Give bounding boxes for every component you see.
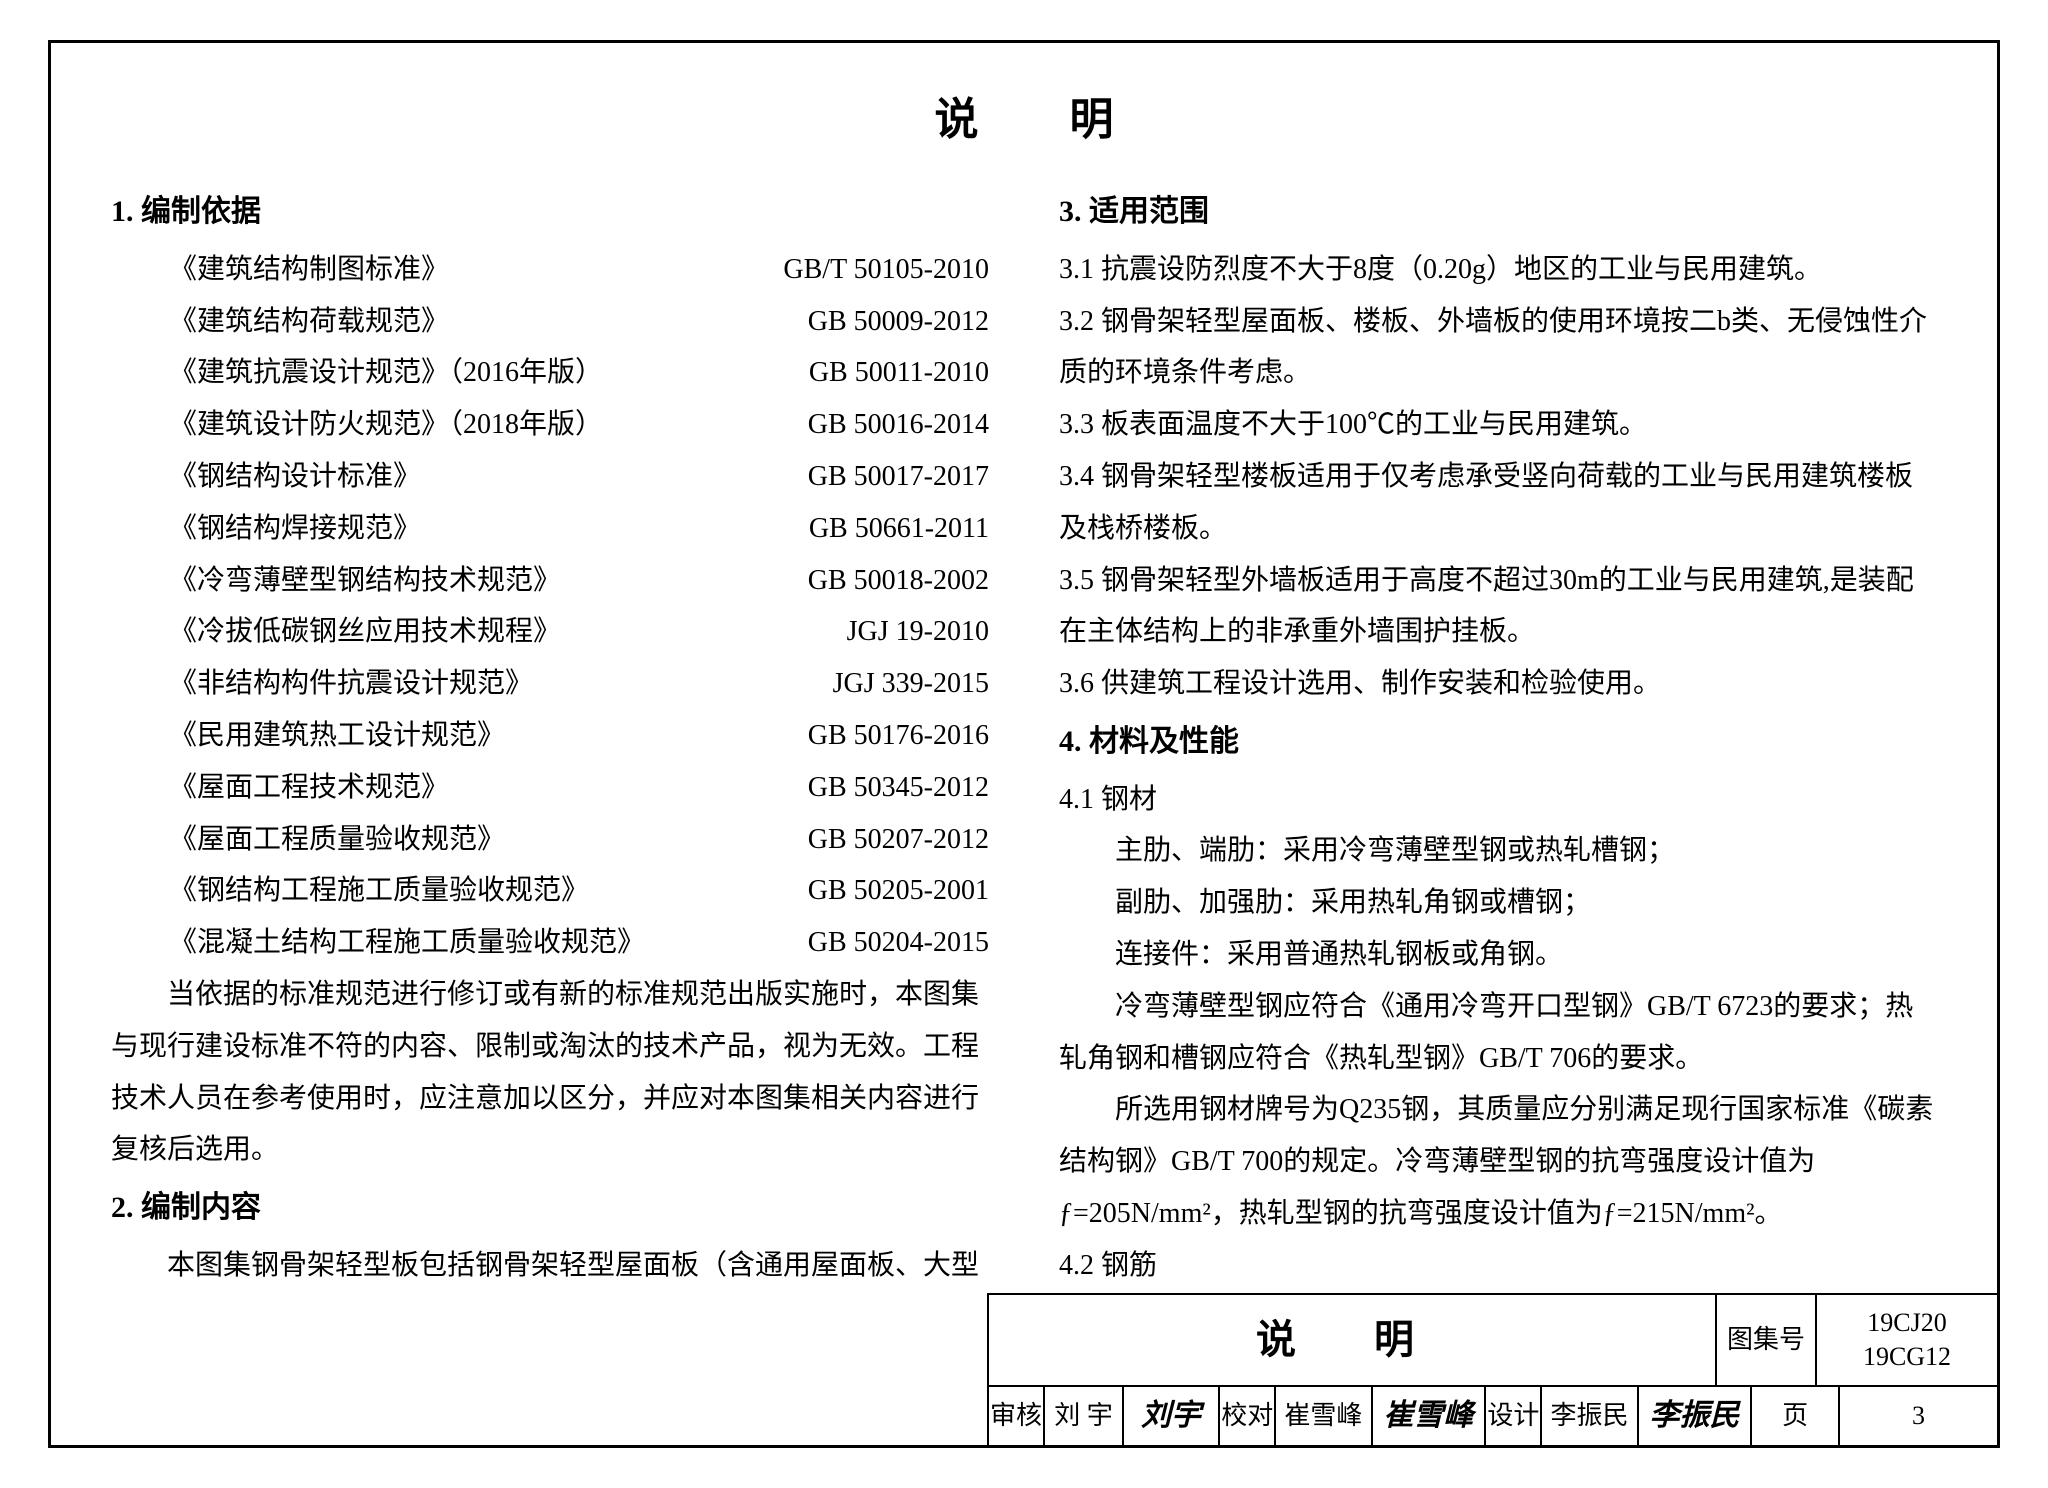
- std-name: 《屋面工程质量验收规范》: [169, 814, 505, 866]
- std-code: GB 50018-2002: [808, 555, 989, 607]
- tb-校对-name: 崔雪峰: [1276, 1387, 1372, 1445]
- s41-line: 副肋、加强肋：采用热轧角钢或槽钢；: [1115, 877, 1937, 929]
- s3-item: 3.2 钢骨架轻型屋面板、楼板、外墙板的使用环境按二b类、无侵蚀性介质的环境条件…: [1059, 296, 1937, 400]
- std-code: GB 50204-2015: [808, 917, 989, 969]
- std-row: 《钢结构设计标准》 GB 50017-2017: [169, 451, 989, 503]
- std-code: GB 50016-2014: [808, 399, 989, 451]
- section-42-head: 4.2 钢筋: [1059, 1240, 1937, 1287]
- section-1-para: 当依据的标准规范进行修订或有新的标准规范出版实施时，本图集与现行建设标准不符的内…: [111, 969, 989, 1176]
- section-1-head: 1. 编制依据: [111, 184, 989, 240]
- standards-list: 《建筑结构制图标准》 GB/T 50105-2010 《建筑结构荷载规范》 GB 5…: [169, 244, 989, 969]
- std-name: 《建筑抗震设计规范》（2016年版）: [169, 347, 603, 399]
- section-4-head: 4. 材料及性能: [1059, 714, 1937, 770]
- section-2-para: 本图集钢骨架轻型板包括钢骨架轻型屋面板（含通用屋面板、大型屋面板、网架板、天沟板…: [111, 1240, 989, 1287]
- std-row: 《钢结构焊接规范》 GB 50661-2011: [169, 503, 989, 555]
- s41-para-1: 冷弯薄壁型钢应符合《通用冷弯开口型钢》GB/T 6723的要求；热轧角钢和槽钢应…: [1059, 981, 1937, 1085]
- std-name: 《屋面工程技术规范》: [169, 762, 449, 814]
- std-code: GB 50011-2010: [809, 347, 989, 399]
- std-name: 《建筑结构荷载规范》: [169, 296, 449, 348]
- std-row: 《建筑结构制图标准》 GB/T 50105-2010: [169, 244, 989, 296]
- tb-校对-signature: 崔雪峰: [1373, 1387, 1487, 1445]
- std-name: 《混凝土结构工程施工质量验收规范》: [169, 917, 645, 969]
- titleblock-title: 说 明: [989, 1295, 1717, 1385]
- tb-审核-signature: 刘宇: [1124, 1387, 1220, 1445]
- std-code: GB 50205-2001: [808, 865, 989, 917]
- std-code: GB 50661-2011: [809, 503, 989, 555]
- std-code: JGJ 19-2010: [847, 606, 989, 658]
- std-row: 《屋面工程技术规范》 GB 50345-2012: [169, 762, 989, 814]
- std-row: 《混凝土结构工程施工质量验收规范》 GB 50204-2015: [169, 917, 989, 969]
- tb-审核-name: 刘 宇: [1045, 1387, 1124, 1445]
- atlas-number: 19CJ20 19CG12: [1817, 1295, 1997, 1385]
- atlas-2: 19CG12: [1863, 1340, 1951, 1374]
- std-row: 《钢结构工程施工质量验收规范》 GB 50205-2001: [169, 865, 989, 917]
- s3-item: 3.6 供建筑工程设计选用、制作安装和检验使用。: [1059, 658, 1937, 710]
- section-3-head: 3. 适用范围: [1059, 184, 1937, 240]
- std-code: GB/T 50105-2010: [783, 244, 989, 296]
- std-name: 《钢结构焊接规范》: [169, 503, 421, 555]
- s3-item: 3.4 钢骨架轻型楼板适用于仅考虑承受竖向荷载的工业与民用建筑楼板及栈桥楼板。: [1059, 451, 1937, 555]
- std-name: 《冷拔低碳钢丝应用技术规程》: [169, 606, 561, 658]
- tb-page-number: 3: [1840, 1387, 1997, 1445]
- std-row: 《民用建筑热工设计规范》 GB 50176-2016: [169, 710, 989, 762]
- std-row: 《建筑结构荷载规范》 GB 50009-2012: [169, 296, 989, 348]
- s41-line: 连接件：采用普通热轧钢板或角钢。: [1115, 929, 1937, 981]
- tb-设计-label: 设计: [1486, 1387, 1542, 1445]
- atlas-label: 图集号: [1717, 1295, 1817, 1385]
- s3-item: 3.5 钢骨架轻型外墙板适用于高度不超过30m的工业与民用建筑,是装配在主体结构…: [1059, 555, 1937, 659]
- std-name: 《钢结构工程施工质量验收规范》: [169, 865, 589, 917]
- std-name: 《非结构构件抗震设计规范》: [169, 658, 533, 710]
- std-code: GB 50207-2012: [808, 814, 989, 866]
- s41-line: 主肋、端肋：采用冷弯薄壁型钢或热轧槽钢；: [1115, 825, 1937, 877]
- std-row: 《建筑设计防火规范》（2018年版） GB 50016-2014: [169, 399, 989, 451]
- std-name: 《民用建筑热工设计规范》: [169, 710, 505, 762]
- tb-page-label: 页: [1752, 1387, 1840, 1445]
- std-code: GB 50017-2017: [808, 451, 989, 503]
- tb-设计-name: 李振民: [1542, 1387, 1638, 1445]
- std-row: 《冷弯薄壁型钢结构技术规范》 GB 50018-2002: [169, 555, 989, 607]
- std-row: 《冷拔低碳钢丝应用技术规程》 JGJ 19-2010: [169, 606, 989, 658]
- std-code: JGJ 339-2015: [833, 658, 989, 710]
- std-row: 《屋面工程质量验收规范》 GB 50207-2012: [169, 814, 989, 866]
- tb-审核-label: 审核: [989, 1387, 1045, 1445]
- page-main-title: 说 明: [151, 79, 1937, 160]
- std-name: 《钢结构设计标准》: [169, 451, 421, 503]
- title-block: 说 明 图集号 19CJ20 19CG12 审核 刘 宇 刘宇 校对 崔雪峰 崔…: [987, 1293, 1997, 1445]
- section-2-head: 2. 编制内容: [111, 1180, 989, 1236]
- atlas-1: 19CJ20: [1867, 1306, 1946, 1340]
- s3-item: 3.3 板表面温度不大于100℃的工业与民用建筑。: [1059, 399, 1937, 451]
- std-code: GB 50176-2016: [808, 710, 989, 762]
- s41-para-2: 所选用钢材牌号为Q235钢，其质量应分别满足现行国家标准《碳素结构钢》GB/T …: [1059, 1084, 1937, 1239]
- s3-item: 3.1 抗震设防烈度不大于8度（0.20g）地区的工业与民用建筑。: [1059, 244, 1937, 296]
- std-name: 《冷弯薄壁型钢结构技术规范》: [169, 555, 561, 607]
- right-column: 3. 适用范围 3.1 抗震设防烈度不大于8度（0.20g）地区的工业与民用建筑…: [1059, 180, 1937, 1287]
- std-row: 《非结构构件抗震设计规范》 JGJ 339-2015: [169, 658, 989, 710]
- left-column: 1. 编制依据 《建筑结构制图标准》 GB/T 50105-2010 《建筑结构荷…: [111, 180, 989, 1287]
- section-41-head: 4.1 钢材: [1059, 774, 1937, 826]
- tb-校对-label: 校对: [1220, 1387, 1276, 1445]
- std-name: 《建筑设计防火规范》（2018年版）: [169, 399, 603, 451]
- std-code: GB 50009-2012: [808, 296, 989, 348]
- tb-设计-signature: 李振民: [1639, 1387, 1753, 1445]
- std-code: GB 50345-2012: [808, 762, 989, 814]
- std-row: 《建筑抗震设计规范》（2016年版） GB 50011-2010: [169, 347, 989, 399]
- std-name: 《建筑结构制图标准》: [169, 244, 449, 296]
